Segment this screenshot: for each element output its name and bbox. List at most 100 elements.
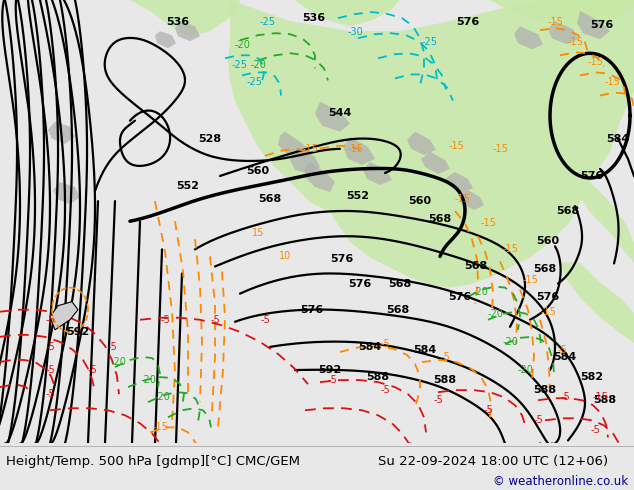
Text: 576: 576 (590, 20, 614, 30)
Text: © weatheronline.co.uk: © weatheronline.co.uk (493, 475, 628, 489)
Text: -20: -20 (140, 375, 156, 385)
Text: -25: -25 (422, 37, 438, 47)
Text: 536: 536 (167, 17, 190, 27)
Polygon shape (421, 152, 450, 174)
Text: 588: 588 (533, 385, 557, 395)
Text: -5: -5 (87, 365, 97, 375)
Polygon shape (48, 122, 75, 144)
Text: 568: 568 (533, 265, 557, 274)
Polygon shape (155, 31, 176, 49)
Text: 588: 588 (593, 395, 616, 405)
Text: -15: -15 (587, 57, 603, 67)
Text: Height/Temp. 500 hPa [gdmp][°C] CMC/GEM: Height/Temp. 500 hPa [gdmp][°C] CMC/GEM (6, 455, 300, 468)
Polygon shape (550, 0, 634, 26)
Text: Su 22-09-2024 18:00 UTC (12+06): Su 22-09-2024 18:00 UTC (12+06) (378, 455, 608, 468)
Text: 568: 568 (464, 262, 488, 271)
Text: -5: -5 (107, 342, 117, 352)
Text: -5: -5 (380, 339, 390, 349)
Text: -20: -20 (154, 392, 170, 402)
Polygon shape (560, 263, 634, 343)
Text: 576: 576 (456, 17, 480, 27)
Text: -5: -5 (533, 416, 543, 425)
Polygon shape (278, 132, 310, 159)
Polygon shape (580, 182, 634, 263)
Text: -5: -5 (380, 385, 390, 395)
Polygon shape (305, 162, 335, 192)
Text: -15: -15 (567, 37, 583, 47)
Text: 576: 576 (330, 254, 354, 265)
Text: 576: 576 (580, 171, 604, 181)
Polygon shape (343, 137, 375, 165)
Polygon shape (228, 0, 634, 288)
Text: 576: 576 (348, 279, 372, 289)
Text: 576: 576 (301, 305, 323, 315)
Polygon shape (175, 21, 200, 41)
Text: -20: -20 (472, 287, 488, 296)
Text: 568: 568 (557, 206, 579, 216)
Text: 576: 576 (536, 292, 560, 302)
Text: -15: -15 (502, 245, 518, 254)
Polygon shape (446, 172, 473, 193)
Text: 592: 592 (67, 327, 89, 337)
Text: 592: 592 (318, 365, 342, 375)
Text: -15: -15 (522, 274, 538, 285)
Text: -25: -25 (260, 17, 276, 27)
Text: 568: 568 (259, 194, 281, 204)
Text: -15: -15 (492, 144, 508, 154)
Text: -30: -30 (347, 27, 363, 37)
Text: -15: -15 (540, 307, 556, 317)
Polygon shape (490, 0, 634, 26)
Polygon shape (315, 101, 350, 132)
Text: 588: 588 (366, 372, 389, 382)
Text: 576: 576 (448, 292, 472, 302)
Text: -5: -5 (433, 395, 443, 405)
Text: 584: 584 (413, 345, 437, 355)
Text: -5: -5 (45, 389, 55, 399)
Text: -5: -5 (45, 365, 55, 375)
Polygon shape (514, 26, 543, 49)
Text: -15: -15 (604, 77, 620, 87)
Text: 588: 588 (434, 375, 456, 385)
Text: 536: 536 (302, 13, 326, 23)
Text: -5: -5 (590, 425, 600, 436)
Polygon shape (290, 147, 320, 174)
Text: -15: -15 (592, 392, 608, 402)
Polygon shape (53, 182, 80, 204)
Text: -20: -20 (487, 309, 503, 318)
Text: -20: -20 (110, 357, 126, 367)
Text: -5: -5 (327, 375, 337, 385)
Text: -20: -20 (234, 40, 250, 50)
Text: -20: -20 (250, 60, 266, 71)
Text: -15: -15 (152, 422, 168, 432)
Text: 568: 568 (389, 279, 411, 289)
Text: 560: 560 (408, 196, 432, 206)
Text: -15: -15 (454, 194, 470, 204)
Text: 552: 552 (347, 191, 370, 201)
Polygon shape (459, 190, 484, 210)
Text: -5: -5 (45, 342, 55, 352)
Text: -15: -15 (448, 141, 464, 151)
Polygon shape (295, 0, 400, 26)
Text: -5: -5 (557, 345, 567, 355)
Text: 568: 568 (386, 305, 410, 315)
Text: 560: 560 (247, 166, 269, 176)
Polygon shape (130, 0, 240, 36)
Text: -5: -5 (260, 315, 270, 325)
Polygon shape (548, 21, 578, 44)
Text: 584: 584 (358, 342, 382, 352)
Text: -20: -20 (502, 337, 518, 347)
Text: -5: -5 (483, 405, 493, 415)
Text: -15: -15 (302, 144, 318, 154)
Text: 552: 552 (176, 181, 200, 191)
Text: -15: -15 (480, 218, 496, 228)
Polygon shape (577, 11, 610, 39)
Text: 560: 560 (536, 236, 560, 246)
Text: -5: -5 (160, 315, 170, 325)
Text: -5: -5 (45, 315, 55, 325)
Text: 568: 568 (429, 214, 451, 224)
Text: -25: -25 (247, 77, 263, 87)
Text: 15: 15 (252, 228, 264, 238)
Polygon shape (50, 302, 78, 330)
Text: -5: -5 (560, 392, 570, 402)
Text: -5: -5 (210, 315, 220, 325)
